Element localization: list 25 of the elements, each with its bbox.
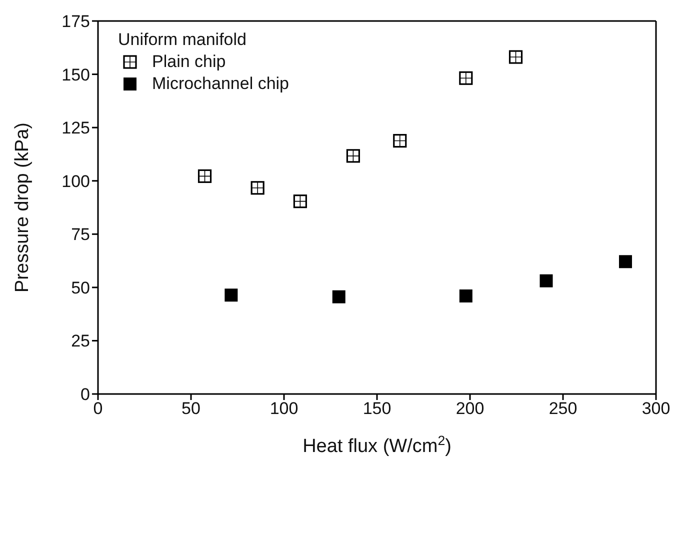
x-tick-label: 300	[642, 399, 670, 418]
x-tick-label: 150	[362, 399, 392, 418]
x-tick-label: 0	[93, 399, 103, 418]
legend-label: Plain chip	[152, 52, 226, 72]
x-axis-title: Heat flux (W/cm$^{2}$)	[302, 432, 452, 457]
y-tick-label: 100	[62, 172, 90, 191]
point	[332, 290, 346, 304]
point	[459, 289, 472, 302]
y-tick-label: 25	[71, 332, 90, 351]
point	[224, 288, 238, 302]
legend-title: Uniform manifold	[118, 30, 248, 50]
legend-label: Microchannel chip	[152, 74, 290, 94]
x-tick-label: 250	[548, 399, 578, 418]
y-tick-label: 150	[62, 65, 90, 84]
y-tick-label: 125	[62, 118, 90, 138]
point	[540, 274, 553, 288]
y-axis-title: Pressure drop (kPa)	[12, 122, 33, 293]
x-tick-label: 100	[270, 399, 298, 418]
point	[618, 255, 632, 268]
x-tick-label: 200	[456, 399, 484, 418]
y-tick-label: 0	[80, 385, 90, 404]
y-tick-label: 50	[71, 278, 90, 298]
y-tick-label: 75	[71, 225, 90, 244]
y-tick-label: 175	[62, 12, 90, 32]
x-tick-label: 50	[182, 399, 200, 418]
